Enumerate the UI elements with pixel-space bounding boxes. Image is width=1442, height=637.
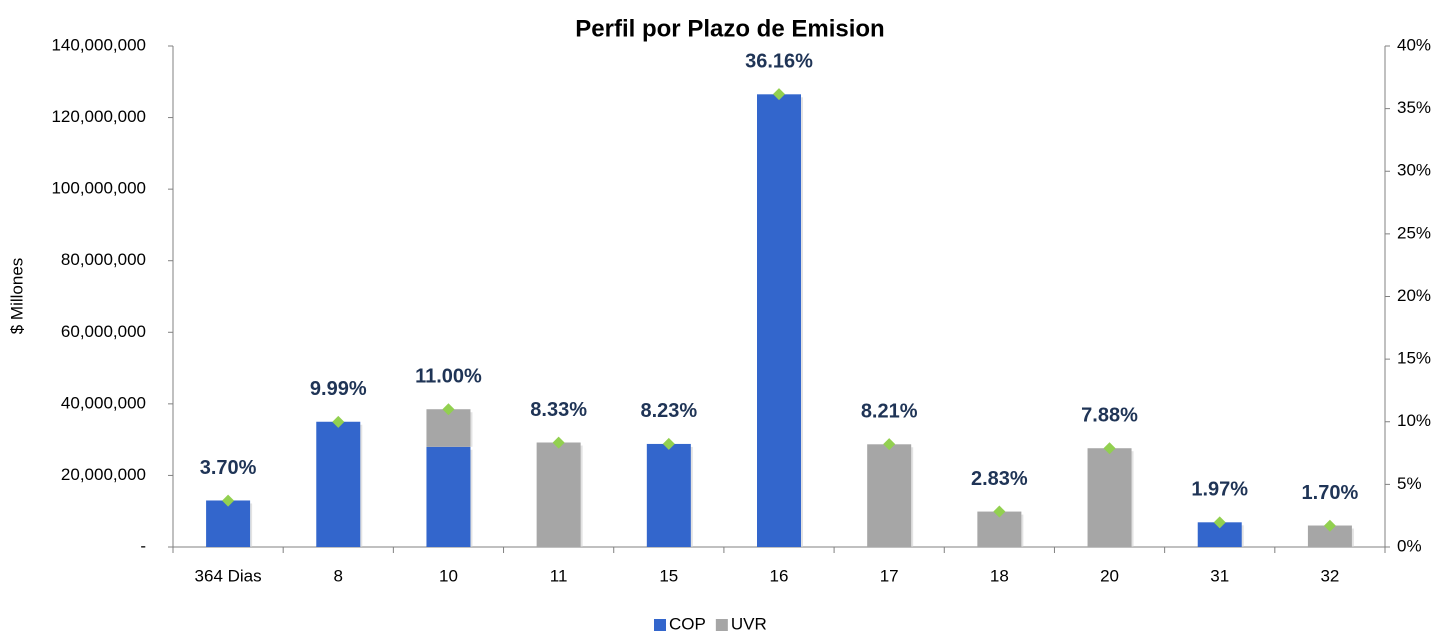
y-tick-label: 120,000,000 xyxy=(51,107,146,126)
marker xyxy=(1103,442,1116,455)
x-tick-label: 364 Dias xyxy=(195,566,262,585)
legend-swatch xyxy=(715,619,728,631)
value-label: 7.88% xyxy=(1081,405,1138,427)
y-tick-label: 40,000,000 xyxy=(61,393,146,412)
value-label: 3.70% xyxy=(200,457,257,479)
y-tick-label: 140,000,000 xyxy=(51,35,146,54)
marker xyxy=(222,494,235,507)
bar xyxy=(536,442,581,547)
y-tick-label: 100,000,000 xyxy=(51,179,146,198)
value-label: 8.33% xyxy=(530,399,587,421)
y2-tick-label: 5% xyxy=(1397,474,1422,493)
value-label: 9.99% xyxy=(310,378,367,400)
x-tick-label: 32 xyxy=(1320,566,1339,585)
x-tick-label: 18 xyxy=(990,566,1009,585)
y-tick-label: 80,000,000 xyxy=(61,250,146,269)
bar xyxy=(316,421,361,547)
y-axis-label: $ Millones xyxy=(7,258,26,335)
marker xyxy=(662,437,675,450)
value-label: 8.21% xyxy=(861,400,918,422)
legend-label: UVR xyxy=(731,614,767,633)
x-tick-label: 20 xyxy=(1100,566,1119,585)
marker xyxy=(1323,519,1336,532)
y-tick-label: 20,000,000 xyxy=(61,465,146,484)
y2-tick-label: 15% xyxy=(1397,349,1431,368)
x-tick-label: 11 xyxy=(550,566,568,585)
y-tick-label: - xyxy=(140,536,146,555)
value-label: 36.16% xyxy=(745,50,813,72)
bar xyxy=(1087,448,1132,547)
x-tick-label: 17 xyxy=(880,566,899,585)
bar xyxy=(646,443,691,547)
bar xyxy=(757,94,801,547)
x-tick-label: 15 xyxy=(659,566,678,585)
marker xyxy=(883,438,896,451)
legend-swatch xyxy=(654,619,666,631)
legend-label: COP xyxy=(669,614,706,633)
x-tick-label: 8 xyxy=(334,566,343,585)
value-label: 11.00% xyxy=(415,366,482,388)
value-label: 2.83% xyxy=(971,468,1028,490)
bar xyxy=(426,446,471,547)
value-label: 8.23% xyxy=(640,400,697,422)
marker xyxy=(552,436,565,449)
y2-tick-label: 30% xyxy=(1397,161,1431,180)
y2-tick-label: 25% xyxy=(1397,223,1431,242)
bar xyxy=(1307,525,1352,547)
marker xyxy=(442,403,455,416)
value-label: 1.70% xyxy=(1302,482,1359,504)
y2-tick-label: 40% xyxy=(1397,35,1431,54)
bar xyxy=(426,409,471,447)
marker xyxy=(1213,516,1226,529)
y2-tick-label: 35% xyxy=(1397,98,1431,117)
bar xyxy=(867,444,912,547)
x-tick-label: 16 xyxy=(770,566,789,585)
y2-tick-label: 20% xyxy=(1397,286,1431,305)
x-tick-label: 10 xyxy=(439,566,458,585)
y2-tick-label: 0% xyxy=(1397,536,1422,555)
marker xyxy=(332,415,345,428)
y2-tick-label: 10% xyxy=(1397,411,1431,430)
value-label: 1.97% xyxy=(1191,479,1248,501)
chart-title: Perfil por Plazo de Emision xyxy=(575,15,884,42)
y-tick-label: 60,000,000 xyxy=(61,322,146,341)
bar xyxy=(206,500,251,547)
marker xyxy=(773,88,785,101)
marker xyxy=(993,505,1006,518)
x-tick-label: 31 xyxy=(1210,566,1229,585)
